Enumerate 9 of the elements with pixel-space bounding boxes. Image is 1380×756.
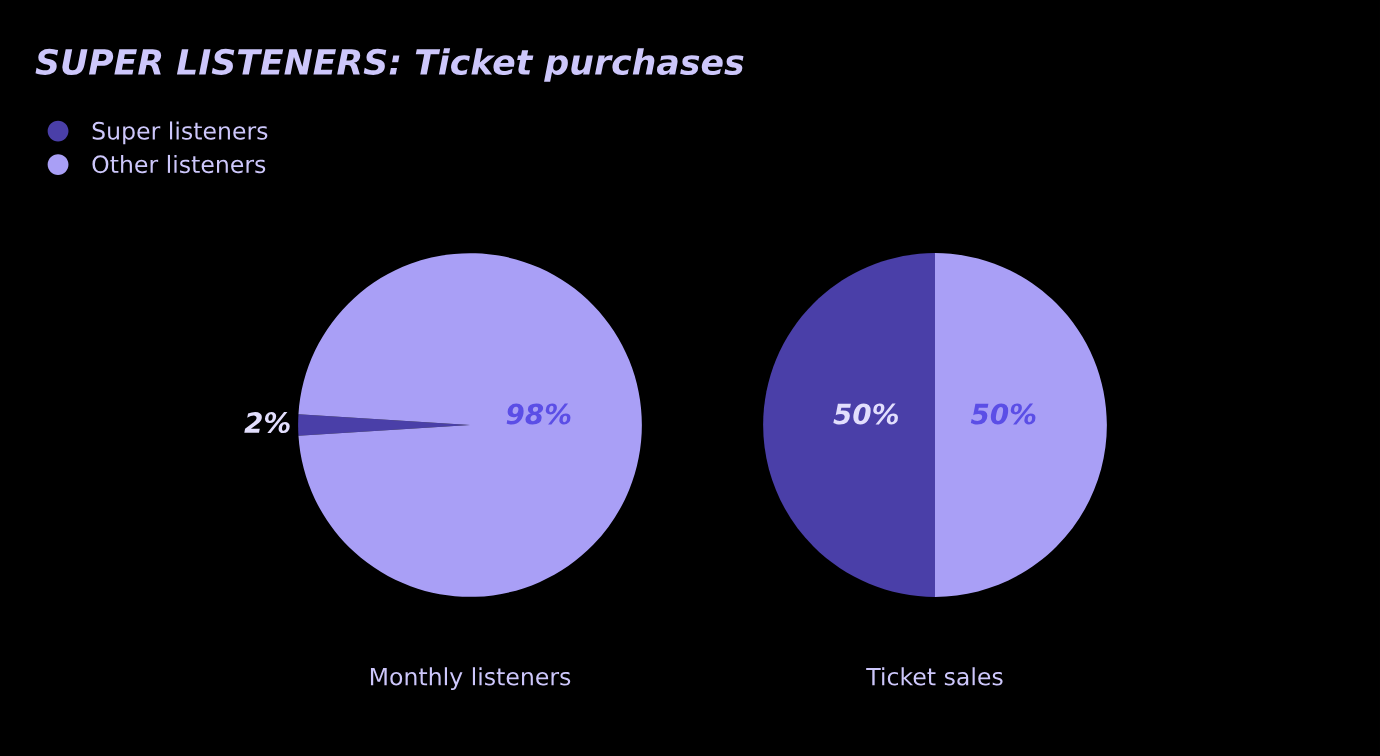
chart-title: SUPER LISTENERS: Ticket purchases (35, 48, 744, 82)
data-label: 2% (244, 412, 290, 434)
legend-label: Other listeners (92, 154, 266, 174)
data-label: 50% (833, 403, 898, 425)
data-label: 98% (506, 403, 571, 425)
text: Monthly listeners (370, 667, 571, 691)
text: Ticket sales (866, 667, 1003, 686)
data-label: 50% (970, 403, 1036, 425)
legend-label: Super listeners (92, 121, 268, 145)
